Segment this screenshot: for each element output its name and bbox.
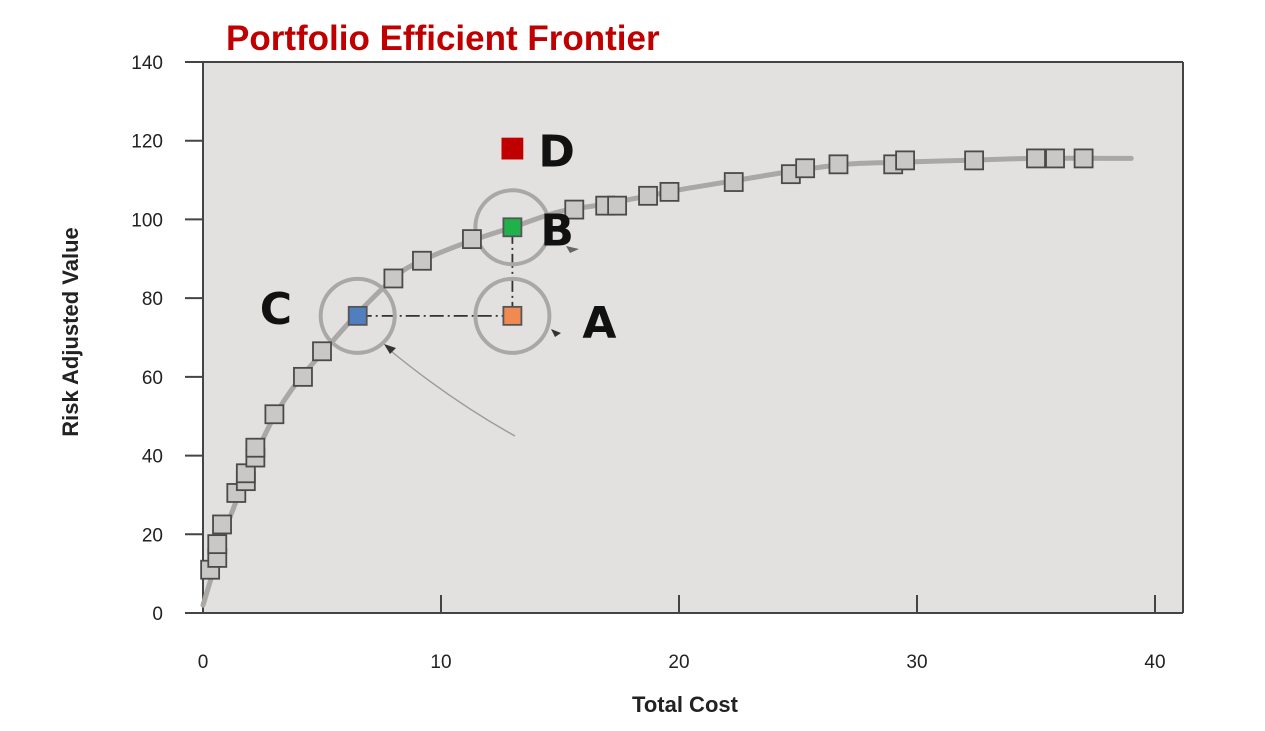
highlight-ring-a bbox=[473, 276, 552, 355]
y-tick-label: 80 bbox=[142, 289, 163, 310]
portfolio-point bbox=[207, 534, 228, 555]
plot-background bbox=[203, 62, 1183, 613]
portfolio-point bbox=[462, 229, 482, 250]
portfolio-point bbox=[1045, 148, 1065, 169]
portfolio-point bbox=[607, 195, 628, 216]
y-tick-label: 120 bbox=[131, 132, 163, 153]
highlight-ring-b bbox=[473, 188, 552, 267]
point-label-c: C bbox=[260, 284, 292, 335]
portfolio-point bbox=[828, 154, 849, 175]
highlighted-point-a bbox=[502, 305, 523, 326]
portfolio-point bbox=[895, 150, 915, 171]
x-axis-label: Total Cost bbox=[632, 692, 739, 717]
point-label-a: A bbox=[582, 298, 616, 349]
x-tick-label: 20 bbox=[668, 652, 689, 673]
highlight-ring-c bbox=[318, 276, 397, 355]
point-label-b: B bbox=[540, 205, 574, 256]
portfolio-point bbox=[245, 437, 266, 458]
highlighted-point-c bbox=[347, 305, 368, 326]
point-label-d: D bbox=[538, 127, 575, 178]
portfolio-point bbox=[312, 341, 332, 362]
x-tick-label: 30 bbox=[906, 652, 927, 673]
portfolio-point bbox=[964, 150, 985, 171]
portfolio-point bbox=[412, 250, 432, 271]
x-tick-label: 10 bbox=[430, 652, 451, 673]
y-tick-label: 40 bbox=[142, 447, 163, 468]
axis-ticks: 0 10 20 30 40 0 20 40 60 80 100 120 140 bbox=[131, 53, 1165, 673]
x-tick-label: 40 bbox=[1144, 652, 1165, 673]
arrow-to-c bbox=[385, 346, 516, 437]
y-tick-label: 0 bbox=[152, 604, 163, 625]
comparison-guides bbox=[318, 188, 579, 437]
highlighted-point-d bbox=[501, 137, 524, 160]
portfolio-point bbox=[659, 181, 680, 202]
highlighted-portfolios: AB C D bbox=[260, 127, 617, 349]
portfolio-point bbox=[264, 404, 285, 425]
y-tick-label: 100 bbox=[131, 210, 163, 231]
y-tick-label: 60 bbox=[142, 368, 163, 389]
y-tick-label: 140 bbox=[131, 53, 163, 74]
arrowhead-b bbox=[566, 246, 579, 253]
highlighted-point-b bbox=[502, 217, 523, 238]
arrowhead-a bbox=[551, 329, 561, 337]
portfolio-point bbox=[723, 172, 744, 192]
portfolio-point bbox=[1073, 148, 1094, 169]
portfolio-points bbox=[200, 148, 1094, 580]
arrowhead-c bbox=[384, 344, 396, 354]
y-tick-label: 20 bbox=[142, 525, 163, 546]
portfolio-point bbox=[1026, 148, 1046, 169]
portfolio-point bbox=[638, 185, 658, 206]
portfolio-point bbox=[383, 268, 404, 289]
y-axis-label: Risk Adjusted Value bbox=[58, 227, 83, 436]
portfolio-point bbox=[795, 158, 816, 179]
chart-title: Portfolio Efficient Frontier bbox=[226, 19, 660, 58]
portfolio-point bbox=[293, 366, 313, 387]
portfolio-point bbox=[212, 514, 232, 535]
portfolio-point bbox=[564, 199, 585, 220]
x-tick-label: 0 bbox=[198, 652, 209, 673]
